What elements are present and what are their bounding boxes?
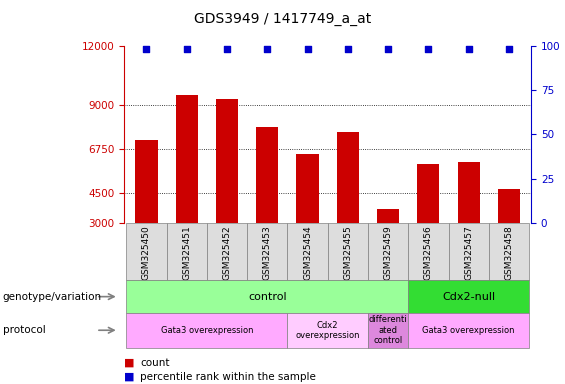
Text: GSM325453: GSM325453: [263, 226, 272, 280]
Bar: [458, 162, 480, 281]
Point: [384, 46, 393, 52]
Text: ■: ■: [124, 372, 135, 382]
Text: GSM325450: GSM325450: [142, 226, 151, 280]
Bar: [368, 313, 408, 348]
Text: control: control: [248, 291, 286, 302]
Point: [263, 46, 272, 52]
Bar: [247, 223, 288, 280]
Bar: [297, 154, 319, 281]
Text: Cdx2-null: Cdx2-null: [442, 291, 496, 302]
Bar: [167, 223, 207, 280]
Bar: [216, 99, 238, 281]
Bar: [288, 313, 368, 348]
Bar: [408, 223, 449, 280]
Bar: [368, 223, 408, 280]
Bar: [127, 313, 288, 348]
Text: protocol: protocol: [3, 325, 46, 335]
Text: GSM325454: GSM325454: [303, 226, 312, 280]
Text: GSM325452: GSM325452: [223, 226, 232, 280]
Text: Gata3 overexpression: Gata3 overexpression: [423, 326, 515, 335]
Bar: [176, 95, 198, 281]
Point: [142, 46, 151, 52]
Bar: [489, 223, 529, 280]
Bar: [408, 313, 529, 348]
Text: GSM325455: GSM325455: [344, 226, 353, 280]
Point: [505, 46, 514, 52]
Point: [223, 46, 232, 52]
Text: GSM325459: GSM325459: [384, 226, 393, 280]
Point: [303, 46, 312, 52]
Bar: [136, 140, 158, 281]
Point: [182, 46, 191, 52]
Bar: [337, 132, 359, 281]
Bar: [449, 223, 489, 280]
Text: GDS3949 / 1417749_a_at: GDS3949 / 1417749_a_at: [194, 12, 371, 25]
Bar: [256, 127, 279, 281]
Point: [464, 46, 473, 52]
Text: differenti
ated
control: differenti ated control: [369, 315, 407, 345]
Bar: [288, 223, 328, 280]
Bar: [377, 209, 399, 281]
Text: GSM325456: GSM325456: [424, 226, 433, 280]
Bar: [127, 223, 167, 280]
Text: GSM325458: GSM325458: [505, 226, 514, 280]
Text: Cdx2
overexpression: Cdx2 overexpression: [295, 321, 360, 340]
Point: [344, 46, 353, 52]
Bar: [207, 223, 247, 280]
Bar: [127, 280, 408, 313]
Text: count: count: [140, 358, 170, 368]
Point: [424, 46, 433, 52]
Text: Gata3 overexpression: Gata3 overexpression: [160, 326, 253, 335]
Text: percentile rank within the sample: percentile rank within the sample: [140, 372, 316, 382]
Bar: [408, 280, 529, 313]
Text: GSM325451: GSM325451: [182, 226, 191, 280]
Bar: [418, 164, 440, 281]
Bar: [498, 189, 520, 281]
Text: genotype/variation: genotype/variation: [3, 291, 102, 302]
Text: GSM325457: GSM325457: [464, 226, 473, 280]
Text: ■: ■: [124, 358, 135, 368]
Bar: [328, 223, 368, 280]
